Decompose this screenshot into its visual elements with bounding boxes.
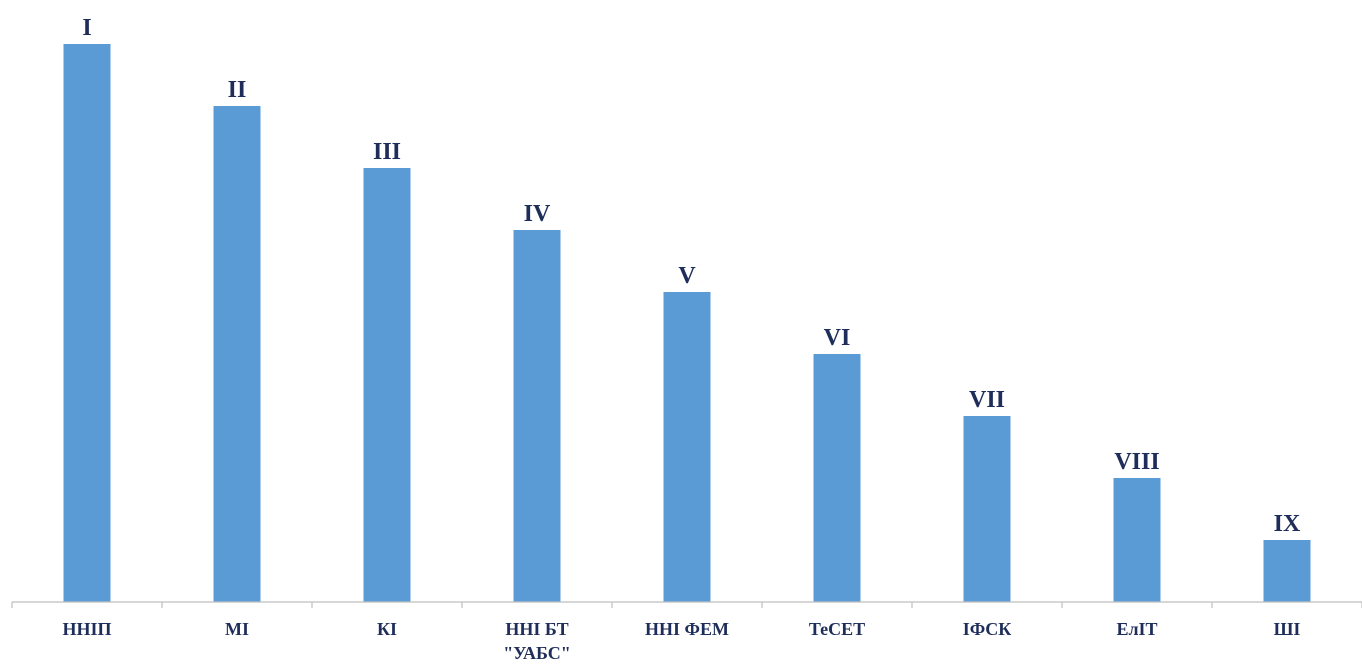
x-tick-label: ШІ (1274, 619, 1301, 639)
bar (963, 416, 1011, 602)
x-tick-label: ННІ БТ "УАБС" (503, 619, 571, 663)
data-label: VI (824, 325, 851, 351)
bar (363, 168, 411, 602)
x-tick-label: МІ (225, 619, 249, 639)
x-tick-label: ННІ ФЕМ (645, 619, 729, 639)
data-label: VII (969, 387, 1005, 413)
x-tick-label: ННІП (62, 619, 111, 639)
data-label: IV (524, 201, 551, 227)
x-tick-label: КІ (377, 619, 397, 639)
bar (1113, 478, 1161, 602)
x-tick-label: ІФСК (963, 619, 1012, 639)
data-label: IX (1274, 511, 1301, 537)
x-axis (11, 601, 1362, 608)
data-label: I (82, 15, 91, 41)
x-tick-labels-group: ННІП МІ КІ ННІ БТ "УАБС" ННІ ФЕМ ТеСЕТ ІФСК ЕлІТ… (62, 619, 1300, 663)
bar (513, 230, 561, 602)
bar (213, 106, 261, 602)
data-label: VIII (1114, 449, 1159, 475)
bar (813, 354, 861, 602)
bar (1263, 540, 1311, 602)
data-label: V (678, 263, 696, 289)
bars-group (63, 44, 1311, 602)
x-tick-label: ЕлІТ (1116, 619, 1157, 639)
data-label: III (373, 139, 401, 165)
x-tick-label: ТеСЕТ (809, 619, 865, 639)
bar (663, 292, 711, 602)
data-label: II (228, 77, 247, 103)
bar (63, 44, 111, 602)
